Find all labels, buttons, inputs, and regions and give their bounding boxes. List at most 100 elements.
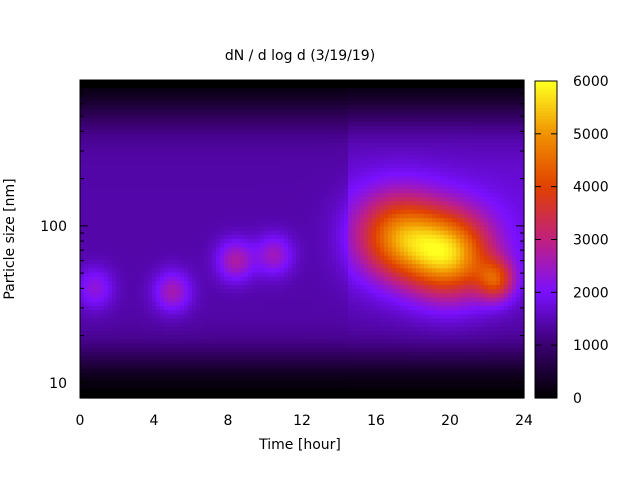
heatmap-cell xyxy=(124,163,129,169)
heatmap-cell xyxy=(108,318,113,324)
heatmap-cell xyxy=(256,167,261,173)
heatmap-cell xyxy=(200,318,205,324)
heatmap-cell xyxy=(124,197,129,202)
heatmap-cell xyxy=(120,259,125,265)
heatmap-cell xyxy=(188,314,193,320)
heatmap-cell xyxy=(244,234,249,240)
heatmap-cell xyxy=(144,255,149,261)
heatmap-cell xyxy=(176,243,181,248)
heatmap-cell xyxy=(104,113,109,119)
heatmap-cell xyxy=(196,305,201,311)
heatmap-cell xyxy=(172,234,177,240)
heatmap-cell xyxy=(300,310,305,315)
heatmap-cell xyxy=(188,322,193,328)
heatmap-cell xyxy=(104,234,109,240)
heatmap-cell xyxy=(188,276,193,282)
heatmap-cell xyxy=(232,130,237,135)
heatmap-cell xyxy=(304,213,309,219)
heatmap-cell xyxy=(120,310,125,315)
heatmap-cell xyxy=(200,218,205,223)
heatmap-cell xyxy=(140,297,145,303)
heatmap-cell xyxy=(224,146,229,152)
heatmap-cell xyxy=(300,289,305,294)
heatmap-cell xyxy=(248,322,253,328)
heatmap-cell xyxy=(324,100,329,106)
heatmap-cell xyxy=(256,289,261,294)
heatmap-cell xyxy=(220,347,225,353)
heatmap-cell xyxy=(112,138,117,144)
heatmap-cell xyxy=(216,88,221,94)
heatmap-cell xyxy=(204,255,209,261)
heatmap-cell xyxy=(132,351,137,357)
heatmap-cell xyxy=(184,293,189,299)
heatmap-cell xyxy=(264,381,269,387)
heatmap-cell xyxy=(224,188,229,194)
heatmap-cell xyxy=(124,176,129,182)
heatmap-cell xyxy=(292,377,297,382)
heatmap-cell xyxy=(124,159,129,165)
heatmap-cell xyxy=(232,247,237,253)
heatmap-cell xyxy=(176,138,181,144)
heatmap-cell xyxy=(168,155,173,161)
heatmap-cell xyxy=(160,322,165,328)
heatmap-cell xyxy=(204,347,209,353)
heatmap-cell xyxy=(276,247,281,253)
heatmap-cell xyxy=(88,272,93,278)
heatmap-cell xyxy=(272,280,277,286)
heatmap-cell xyxy=(312,105,317,110)
heatmap-cell xyxy=(92,297,97,303)
heatmap-cell xyxy=(324,255,329,261)
heatmap-cell xyxy=(152,268,157,274)
heatmap-cell xyxy=(124,310,129,315)
heatmap-cell xyxy=(256,310,261,315)
heatmap-cell xyxy=(124,126,129,131)
heatmap-cell xyxy=(172,134,177,140)
heatmap-cell xyxy=(276,318,281,324)
heatmap-cell xyxy=(108,226,113,232)
heatmap-cell xyxy=(240,209,245,215)
heatmap-cell xyxy=(320,360,325,366)
heatmap-cell xyxy=(252,285,257,290)
heatmap-cell xyxy=(156,163,161,169)
heatmap-cell xyxy=(164,326,169,332)
heatmap-cell xyxy=(216,385,221,391)
heatmap-cell xyxy=(328,80,333,85)
heatmap-cell xyxy=(172,96,177,102)
heatmap-cell xyxy=(324,314,329,320)
heatmap-cell xyxy=(160,339,165,345)
heatmap-cell xyxy=(320,234,325,240)
heatmap-cell xyxy=(340,155,345,161)
heatmap-cell xyxy=(172,92,177,98)
heatmap-cell xyxy=(140,268,145,274)
heatmap-cell xyxy=(244,364,249,370)
heatmap-cell xyxy=(264,318,269,324)
heatmap-cell xyxy=(304,255,309,261)
heatmap-cell xyxy=(220,301,225,307)
heatmap-cell xyxy=(232,343,237,349)
heatmap-cell xyxy=(220,142,225,148)
heatmap-cell xyxy=(296,163,301,169)
heatmap-cell xyxy=(132,272,137,278)
heatmap-cell xyxy=(320,192,325,198)
heatmap-cell xyxy=(288,201,293,207)
heatmap-cell xyxy=(280,272,285,278)
heatmap-cell xyxy=(116,138,121,144)
heatmap-cell xyxy=(196,117,201,123)
heatmap-cell xyxy=(260,251,265,257)
heatmap-cell xyxy=(208,96,213,102)
heatmap-cell xyxy=(328,113,333,119)
heatmap-cell xyxy=(204,130,209,135)
heatmap-cell xyxy=(164,351,169,357)
heatmap-cell xyxy=(312,100,317,106)
heatmap-cell xyxy=(228,230,233,236)
heatmap-cell xyxy=(112,268,117,274)
heatmap-cell xyxy=(328,172,333,177)
heatmap-cell xyxy=(92,151,97,156)
heatmap-cell xyxy=(336,205,341,211)
heatmap-cell xyxy=(268,322,273,328)
heatmap-cell xyxy=(292,381,297,387)
heatmap-cell xyxy=(164,159,169,165)
heatmap-cell xyxy=(200,360,205,366)
heatmap-cell xyxy=(116,293,121,299)
heatmap-cell xyxy=(336,218,341,223)
